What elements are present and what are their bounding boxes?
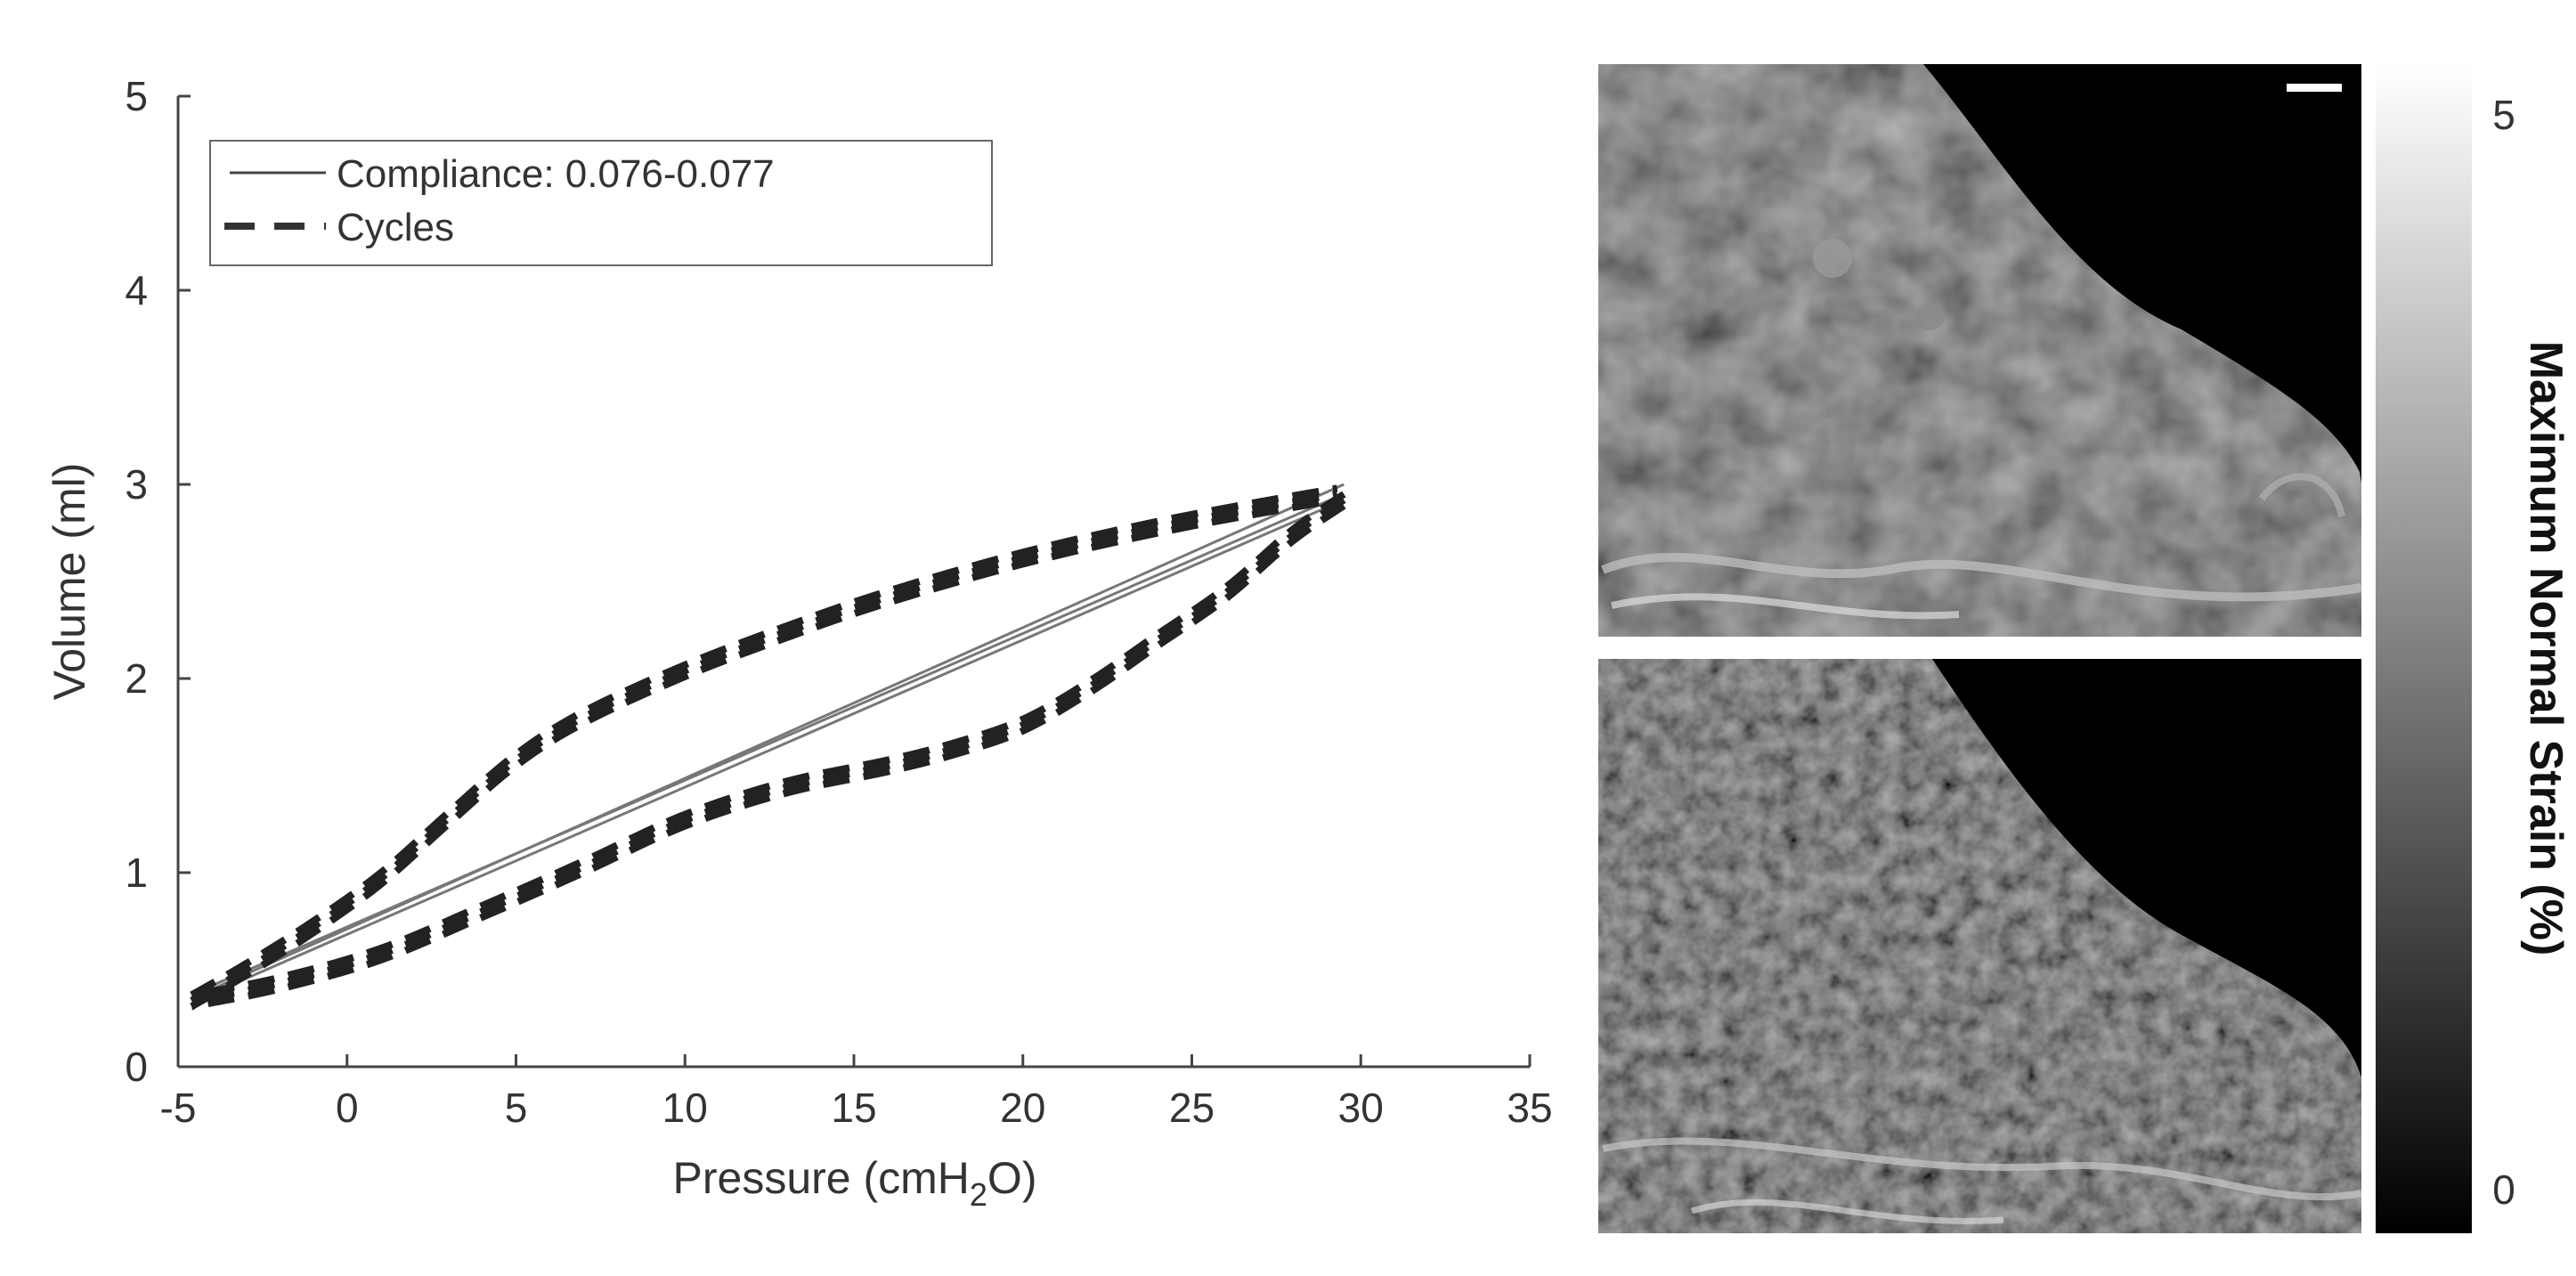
x-ticks: -5 0 5 10 15 20 25 30 35 bbox=[160, 1054, 1553, 1131]
x-tick-label: 15 bbox=[831, 1085, 876, 1131]
colorbar-min-label: 0 bbox=[2492, 1166, 2515, 1213]
legend-entry-compliance: Compliance: 0.076-0.077 bbox=[337, 152, 775, 196]
x-tick-label: -5 bbox=[160, 1085, 197, 1131]
legend: Compliance: 0.076-0.077 Cycles bbox=[209, 140, 993, 266]
strain-map-panel-top bbox=[1598, 64, 2362, 637]
colorbar: 5 0 Maximum Normal Strain (%) bbox=[2376, 64, 2572, 1233]
colorbar-max-label: 5 bbox=[2492, 92, 2515, 138]
pressure-volume-plot: -5 0 5 10 15 20 25 30 35 0 1 2 3 4 5 Pressure (cmH2O)… bbox=[45, 73, 1553, 1213]
x-tick-label: 30 bbox=[1338, 1085, 1384, 1131]
cycle-inflation-curve bbox=[190, 496, 1338, 1010]
scale-bar bbox=[2287, 84, 2342, 92]
compliance-line bbox=[194, 483, 1345, 998]
x-tick-label: 10 bbox=[662, 1085, 708, 1131]
cycle-deflation-curve bbox=[191, 497, 1346, 1004]
x-tick-label: 0 bbox=[336, 1085, 359, 1131]
y-axis-title: Volume (ml) bbox=[45, 463, 94, 701]
y-tick-label: 2 bbox=[125, 655, 148, 702]
cycle-inflation-curve bbox=[190, 490, 1338, 1004]
x-tick-label: 5 bbox=[505, 1085, 528, 1131]
colorbar-gradient bbox=[2376, 64, 2472, 1233]
cycle-deflation-curve bbox=[191, 502, 1346, 1011]
x-tick-label: 35 bbox=[1507, 1085, 1552, 1131]
strain-map-panels: 5 0 Maximum Normal Strain (%) bbox=[1598, 64, 2572, 1233]
compliance-line bbox=[194, 499, 1345, 1003]
cycle-inflation-curve bbox=[190, 484, 1338, 998]
strain-map-panel-bottom bbox=[1598, 659, 2361, 1233]
y-ticks: 0 1 2 3 4 5 bbox=[125, 73, 191, 1090]
cycle-deflation-curve bbox=[191, 491, 1346, 999]
y-tick-label: 5 bbox=[125, 73, 148, 119]
colorbar-title: Maximum Normal Strain (%) bbox=[2520, 341, 2572, 956]
x-tick-label: 20 bbox=[1000, 1085, 1045, 1131]
y-tick-label: 3 bbox=[125, 461, 148, 508]
y-tick-label: 0 bbox=[125, 1044, 148, 1090]
x-axis-title: Pressure (cmH2O) bbox=[673, 1153, 1037, 1213]
y-tick-label: 4 bbox=[125, 267, 148, 313]
legend-box bbox=[209, 140, 993, 266]
series-layer bbox=[190, 483, 1346, 1011]
legend-entry-cycles: Cycles bbox=[337, 206, 454, 249]
compliance-line bbox=[194, 492, 1345, 995]
y-tick-label: 1 bbox=[125, 849, 148, 896]
x-tick-label: 25 bbox=[1169, 1085, 1215, 1131]
